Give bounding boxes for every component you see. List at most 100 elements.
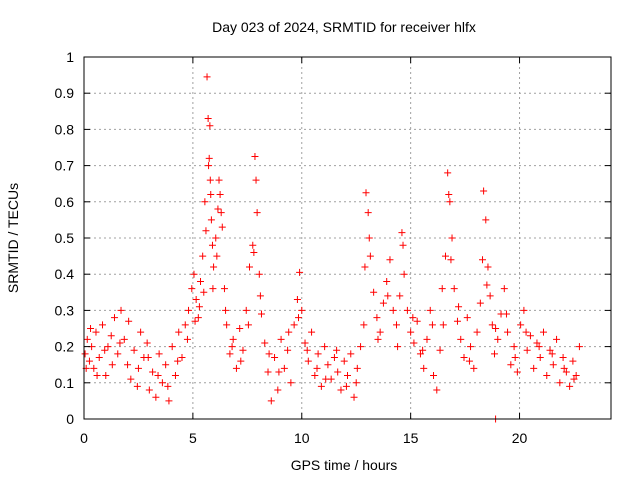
data-point bbox=[154, 372, 162, 380]
data-point bbox=[149, 368, 157, 376]
data-point bbox=[237, 357, 245, 365]
data-point bbox=[188, 285, 196, 293]
data-point bbox=[447, 256, 455, 264]
data-point bbox=[244, 321, 252, 329]
y-tick-label: 0 bbox=[66, 411, 74, 427]
data-point bbox=[99, 321, 107, 329]
data-point bbox=[217, 209, 225, 217]
data-point bbox=[513, 368, 521, 376]
data-point bbox=[275, 368, 283, 376]
data-point bbox=[205, 154, 213, 162]
data-point bbox=[523, 346, 531, 354]
data-point bbox=[108, 361, 116, 369]
data-point bbox=[267, 397, 275, 405]
data-point bbox=[212, 234, 220, 242]
data-point bbox=[502, 310, 510, 318]
data-point bbox=[110, 314, 118, 322]
data-point bbox=[575, 343, 583, 351]
data-point bbox=[314, 350, 322, 358]
data-point bbox=[251, 153, 259, 161]
data-point bbox=[192, 296, 200, 304]
data-point bbox=[559, 353, 567, 361]
data-point bbox=[236, 325, 244, 332]
data-point bbox=[486, 292, 494, 300]
data-point bbox=[210, 263, 218, 271]
data-point bbox=[144, 353, 152, 361]
data-point bbox=[92, 328, 100, 336]
data-point bbox=[201, 198, 209, 206]
data-point bbox=[162, 361, 170, 369]
data-point bbox=[344, 372, 351, 380]
data-point bbox=[340, 357, 348, 365]
data-point bbox=[383, 277, 391, 285]
data-point bbox=[366, 252, 374, 260]
data-point bbox=[420, 364, 428, 372]
data-point bbox=[158, 379, 166, 387]
data-point bbox=[438, 285, 446, 293]
data-point bbox=[183, 335, 191, 343]
data-point bbox=[522, 328, 530, 336]
y-axis-label: SRMTID / TECUs bbox=[5, 183, 21, 293]
data-point bbox=[178, 353, 186, 361]
data-point bbox=[546, 346, 554, 354]
data-points bbox=[81, 73, 583, 423]
data-point bbox=[465, 357, 473, 365]
y-tick-label: 0.7 bbox=[55, 158, 75, 174]
data-point bbox=[430, 372, 438, 380]
data-point bbox=[313, 364, 321, 372]
data-point bbox=[396, 292, 404, 300]
data-point bbox=[365, 234, 373, 242]
data-point bbox=[90, 364, 98, 372]
data-point bbox=[232, 364, 240, 372]
data-point bbox=[274, 386, 282, 394]
data-point bbox=[386, 256, 394, 264]
data-point bbox=[249, 241, 257, 249]
data-point bbox=[492, 325, 500, 332]
data-point bbox=[253, 209, 261, 217]
data-point bbox=[101, 346, 109, 354]
data-point bbox=[214, 205, 222, 213]
data-point bbox=[127, 375, 135, 383]
data-point bbox=[83, 335, 91, 343]
data-point bbox=[460, 353, 468, 361]
x-tick-label: 20 bbox=[512, 430, 528, 446]
data-point bbox=[134, 364, 142, 372]
data-point bbox=[256, 292, 264, 300]
data-point bbox=[480, 187, 488, 195]
data-point bbox=[81, 350, 89, 358]
data-point bbox=[533, 339, 541, 347]
data-point bbox=[242, 306, 250, 314]
data-point bbox=[453, 317, 461, 325]
data-point bbox=[229, 335, 237, 343]
data-point bbox=[362, 189, 370, 197]
data-point bbox=[413, 317, 421, 325]
data-point bbox=[441, 252, 449, 260]
y-tick-label: 0.2 bbox=[55, 339, 75, 355]
data-point bbox=[373, 314, 381, 322]
data-point bbox=[257, 310, 265, 318]
data-point bbox=[102, 372, 110, 380]
data-point bbox=[436, 346, 444, 354]
data-point bbox=[423, 335, 431, 343]
data-point bbox=[470, 364, 478, 372]
data-point bbox=[374, 335, 382, 343]
data-point bbox=[87, 325, 95, 332]
data-point bbox=[479, 256, 487, 264]
data-point bbox=[265, 350, 273, 358]
data-point bbox=[311, 372, 319, 380]
data-point bbox=[376, 328, 384, 336]
data-point bbox=[330, 353, 338, 361]
data-point bbox=[520, 306, 528, 314]
data-point bbox=[130, 346, 138, 354]
data-point bbox=[403, 306, 411, 314]
data-point bbox=[197, 277, 205, 285]
data-point bbox=[205, 162, 213, 170]
data-point bbox=[333, 346, 341, 354]
data-point bbox=[407, 328, 415, 336]
data-point bbox=[324, 361, 332, 369]
data-point bbox=[165, 397, 173, 405]
data-point bbox=[409, 314, 417, 322]
data-point bbox=[389, 306, 397, 314]
